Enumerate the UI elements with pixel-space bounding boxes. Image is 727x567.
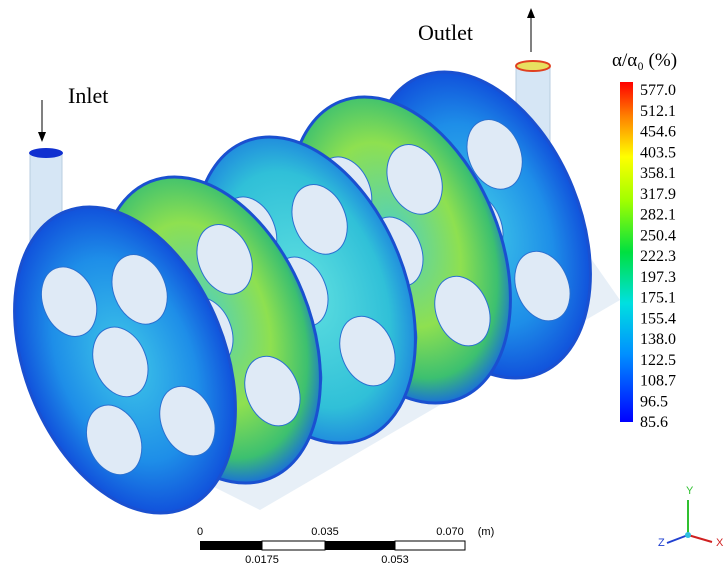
legend-label: 454.6 <box>640 124 676 141</box>
legend-label: 250.4 <box>640 227 676 244</box>
inlet-face <box>29 148 63 158</box>
legend-label: 512.1 <box>640 103 676 120</box>
axis-z <box>667 535 688 543</box>
legend-label: 122.5 <box>640 352 676 369</box>
scale-label: 0 <box>197 526 203 538</box>
scale-seg <box>325 541 395 550</box>
color-bar <box>620 82 633 422</box>
legend-label: 175.1 <box>640 290 676 307</box>
legend-label: 577.0 <box>640 82 676 99</box>
legend-label: 96.5 <box>640 393 668 410</box>
legend-label: 85.6 <box>640 414 668 431</box>
inlet-arrowhead <box>38 132 46 142</box>
outlet-face <box>516 61 550 71</box>
legend-label: 197.3 <box>640 269 676 286</box>
legend-label: 222.3 <box>640 248 676 265</box>
axis-origin <box>685 532 691 538</box>
legend-label: 358.1 <box>640 165 676 182</box>
outlet-arrowhead <box>527 8 535 18</box>
legend-label: 403.5 <box>640 144 676 161</box>
legend-title: α/α₀ (%) <box>612 50 677 71</box>
scale-seg <box>262 541 325 550</box>
legend-label: 155.4 <box>640 310 676 327</box>
axis-label: Z <box>658 537 665 549</box>
scale-label: 0.0175 <box>245 554 279 566</box>
figure: Inlet Outlet α/α₀ (%) 577.0 512.1 454.6 403… <box>0 0 727 567</box>
legend-label: 138.0 <box>640 331 676 348</box>
legend-label: 282.1 <box>640 207 676 224</box>
scale-label: 0.053 <box>381 554 409 566</box>
scale-unit: (m) <box>478 526 495 538</box>
axis-x <box>688 535 712 542</box>
scale-seg <box>200 541 262 550</box>
legend-label: 317.9 <box>640 186 676 203</box>
scale-label: 0.070 <box>436 526 464 538</box>
inlet-label: Inlet <box>68 83 108 108</box>
axis-label: X <box>716 537 724 549</box>
scale-seg <box>395 541 465 550</box>
outlet-label: Outlet <box>418 20 473 45</box>
axis-label: Y <box>686 485 694 497</box>
scale-label: 0.035 <box>311 526 339 538</box>
legend-label: 108.7 <box>640 373 676 390</box>
